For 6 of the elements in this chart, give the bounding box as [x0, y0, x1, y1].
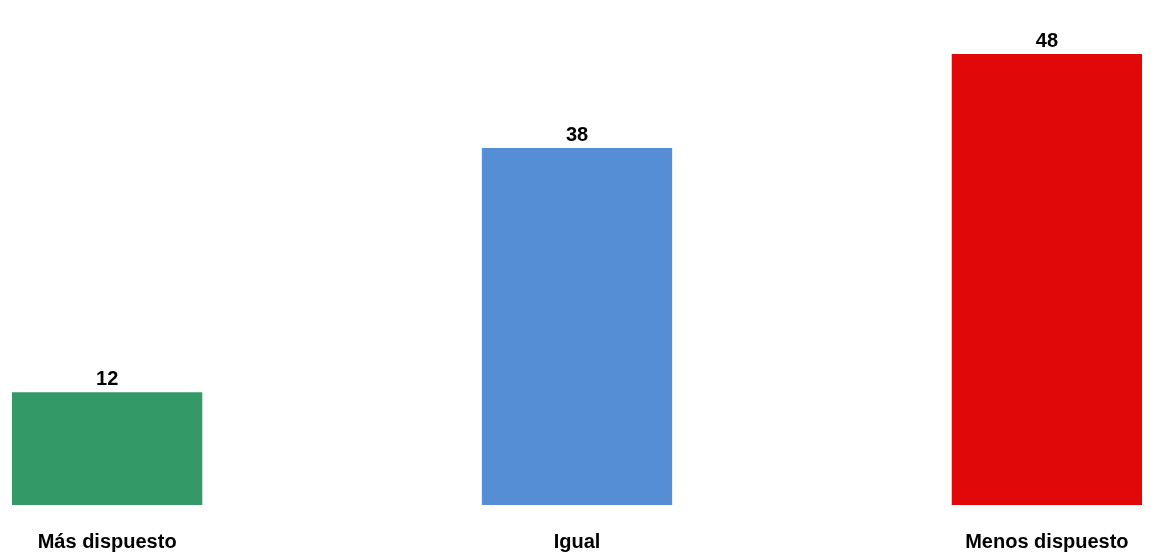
x-tick-label: Más dispuesto: [37, 530, 177, 552]
data-label: 48: [1035, 29, 1059, 51]
data-label: 12: [96, 367, 119, 390]
x-tick-label: Menos dispuesto: [965, 530, 1129, 552]
x-tick-label: Igual: [553, 530, 601, 552]
data-label: 38: [565, 122, 589, 145]
